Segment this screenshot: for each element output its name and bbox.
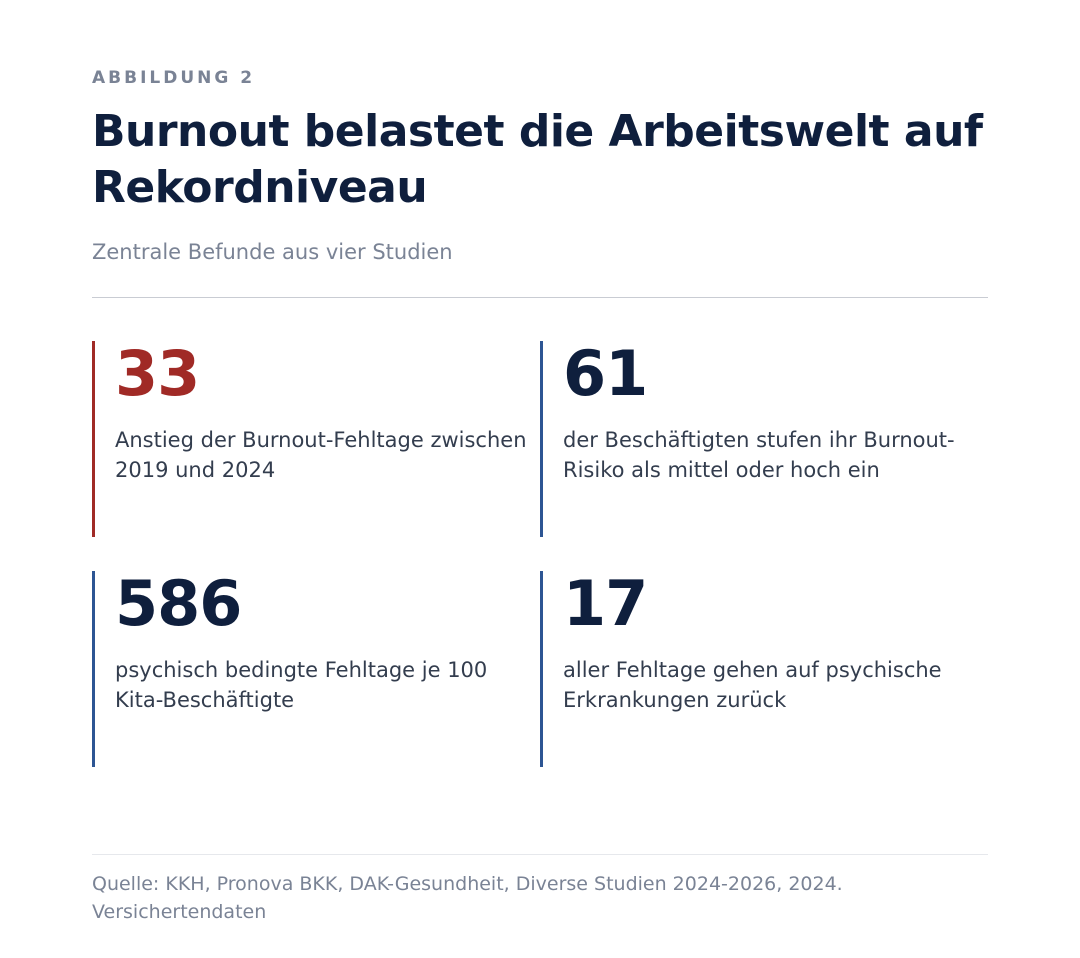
stat-description: Anstieg der Burnout-Fehltage zwischen 20… [115, 428, 527, 482]
stat-value: 17 [563, 567, 648, 640]
stat-value: 586 [115, 567, 242, 640]
stat-card-psychological-share: 17 aller Fehltage gehen auf psychische E… [540, 571, 960, 767]
stat-card-burnout-increase: 33 Anstieg der Burnout-Fehltage zwischen… [92, 337, 527, 537]
page-title: Burnout belastet die Arbeitswelt auf Rek… [92, 106, 983, 213]
footer-divider [92, 854, 988, 855]
header-divider [92, 297, 988, 298]
stat-description: aller Fehltage gehen auf psychische Erkr… [563, 658, 942, 712]
source-note: Quelle: KKH, Pronova BKK, DAK-Gesundheit… [92, 873, 843, 923]
eyebrow-label: ABBILDUNG 2 [92, 68, 256, 88]
stat-description: der Beschäftigten stufen ihr Burnout-Ris… [563, 428, 955, 482]
stat-value: 61 [563, 337, 648, 410]
subtitle: Zentrale Befunde aus vier Studien [92, 240, 453, 264]
stat-value: 33 [115, 337, 200, 410]
stat-card-kita-sick-days: 586 psychisch bedingte Fehltage je 100 K… [92, 571, 512, 767]
stat-card-burnout-risk: 61 der Beschäftigten stufen ihr Burnout-… [540, 341, 960, 537]
stat-description: psychisch bedingte Fehltage je 100 Kita-… [115, 658, 488, 712]
